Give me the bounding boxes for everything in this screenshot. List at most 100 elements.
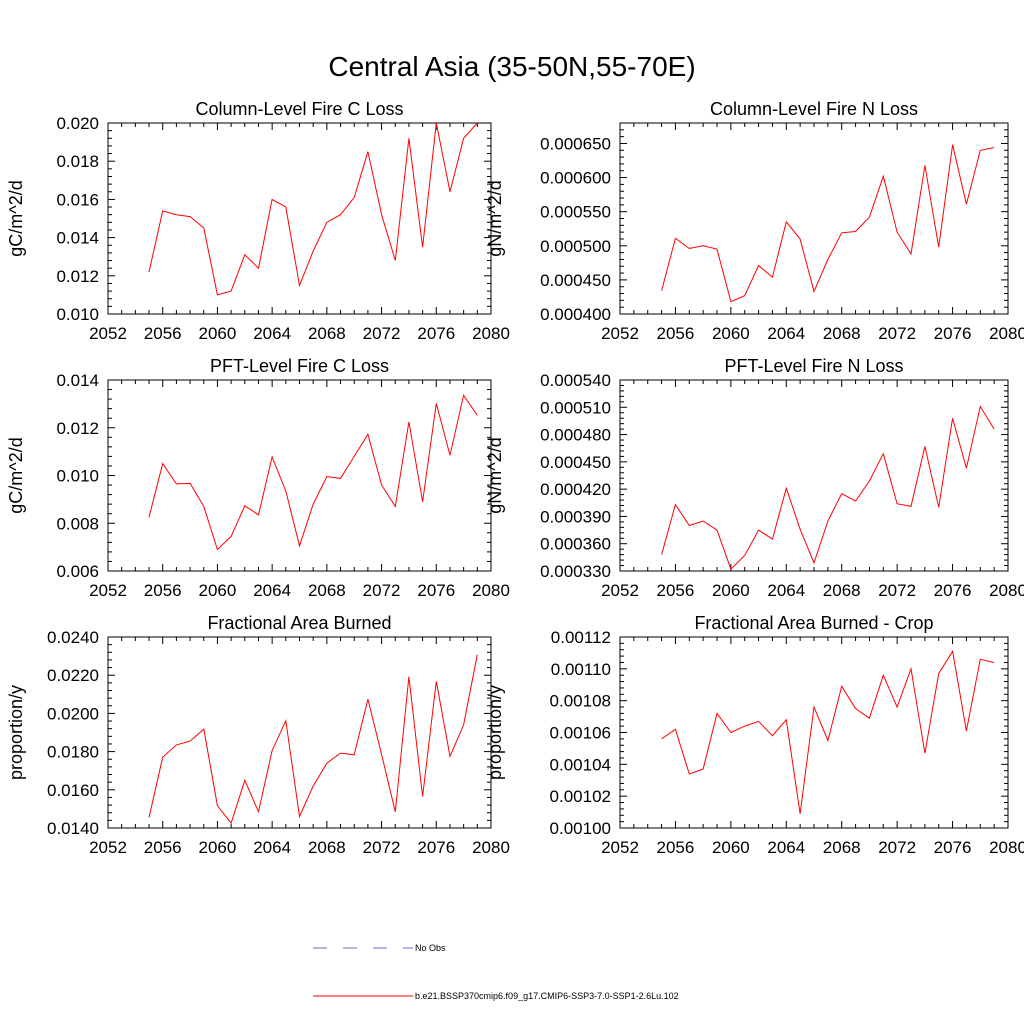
figure-title: Central Asia (35-50N,55-70E) — [328, 51, 695, 82]
x-tick-label: 2060 — [712, 581, 750, 600]
y-tick-label: 0.00110 — [551, 660, 611, 679]
chart-panels: Column-Level Fire C Loss gC/m^2/d 2052 2056… — [6, 99, 1024, 857]
x-tick-label: 2080 — [989, 838, 1024, 857]
y-tick-label: 0.0200 — [47, 704, 99, 723]
x-tick-label: 2072 — [878, 581, 916, 600]
y-tick-label: 0.008 — [56, 514, 99, 533]
y-axis-label: gN/m^2/d — [485, 437, 505, 513]
y-tick-label: 0.00108 — [550, 692, 611, 711]
y-tick-label: 0.012 — [56, 419, 99, 438]
x-tick-label: 2080 — [989, 581, 1024, 600]
panel-title: Column-Level Fire N Loss — [710, 99, 918, 119]
plot-frame — [107, 636, 492, 829]
series-line — [148, 654, 478, 825]
y-tick-label: 0.014 — [56, 371, 99, 390]
x-tick-label: 2064 — [253, 324, 291, 343]
x-tick-label: 2060 — [199, 324, 237, 343]
x-tick-label: 2056 — [144, 581, 182, 600]
panel-title: PFT-Level Fire C Loss — [210, 356, 389, 376]
chart-panel: Column-Level Fire N Loss gN/m^2/d 2052 2056… — [485, 99, 1024, 343]
x-tick-label: 2080 — [989, 324, 1024, 343]
panel-title: PFT-Level Fire N Loss — [724, 356, 903, 376]
y-tick-label: 0.010 — [56, 467, 99, 486]
series-line — [661, 144, 995, 303]
y-tick-label: 0.0140 — [47, 819, 99, 838]
y-tick-label: 0.014 — [56, 229, 99, 248]
x-tick-label: 2068 — [308, 324, 346, 343]
x-tick-label: 2056 — [144, 838, 182, 857]
y-tick-label: 0.000420 — [540, 480, 611, 499]
plot-frame — [619, 636, 1009, 829]
x-tick-label: 2052 — [89, 324, 127, 343]
x-tick-label: 2080 — [472, 324, 510, 343]
y-tick-label: 0.00104 — [550, 755, 611, 774]
x-tick-label: 2072 — [878, 838, 916, 857]
y-axis-label: gC/m^2/d — [6, 437, 26, 513]
y-tick-label: 0.0180 — [47, 743, 99, 762]
chart-panel: PFT-Level Fire C Loss gC/m^2/d 2052 2056 206… — [6, 356, 510, 600]
y-tick-label: 0.000450 — [540, 453, 611, 472]
y-tick-label: 0.000600 — [540, 169, 611, 188]
panel-title: Fractional Area Burned — [207, 613, 391, 633]
y-tick-label: 0.020 — [56, 114, 99, 133]
y-tick-label: 0.00112 — [551, 628, 611, 647]
x-tick-label: 2064 — [253, 838, 291, 857]
legend: No Obs b.e21.BSSP370cmip6.f09_g17.CMIP6-… — [313, 943, 679, 1001]
y-axis-label: proportion/y — [485, 685, 505, 780]
y-tick-label: 0.012 — [56, 267, 99, 286]
y-tick-label: 0.00100 — [550, 819, 611, 838]
chart-panel: Fractional Area Burned - Crop proportion/… — [485, 613, 1024, 857]
x-tick-label: 2060 — [712, 838, 750, 857]
y-axis-label: proportion/y — [6, 685, 26, 780]
x-tick-label: 2060 — [199, 581, 237, 600]
y-tick-label: 0.000400 — [540, 305, 611, 324]
x-tick-label: 2076 — [934, 324, 972, 343]
y-axis-label: gN/m^2/d — [485, 180, 505, 256]
series-line — [661, 649, 995, 814]
y-tick-label: 0.000550 — [540, 203, 611, 222]
y-tick-label: 0.0160 — [47, 781, 99, 800]
y-tick-label: 0.006 — [56, 562, 99, 581]
y-tick-label: 0.000480 — [540, 426, 611, 445]
panel-title: Column-Level Fire C Loss — [195, 99, 403, 119]
y-tick-label: 0.000650 — [540, 134, 611, 153]
x-tick-label: 2072 — [363, 838, 401, 857]
plot-frame — [107, 379, 492, 572]
x-tick-label: 2076 — [934, 581, 972, 600]
y-tick-label: 0.0220 — [47, 666, 99, 685]
y-tick-label: 0.000330 — [540, 562, 611, 581]
plot-frame — [619, 379, 1009, 572]
y-tick-label: 0.00102 — [550, 787, 611, 806]
x-tick-label: 2076 — [417, 324, 455, 343]
y-tick-label: 0.000500 — [540, 237, 611, 256]
x-tick-label: 2060 — [712, 324, 750, 343]
legend-obs-label: No Obs — [415, 943, 446, 953]
x-tick-label: 2076 — [934, 838, 972, 857]
x-tick-label: 2052 — [89, 838, 127, 857]
x-tick-label: 2064 — [767, 581, 805, 600]
legend-model-label: b.e21.BSSP370cmip6.f09_g17.CMIP6-SSP3-7.… — [415, 991, 679, 1001]
x-tick-label: 2052 — [601, 838, 639, 857]
y-tick-label: 0.00106 — [550, 724, 611, 743]
x-tick-label: 2056 — [657, 324, 695, 343]
y-tick-label: 0.000450 — [540, 271, 611, 290]
x-tick-label: 2068 — [823, 324, 861, 343]
x-tick-label: 2064 — [767, 838, 805, 857]
x-tick-label: 2056 — [657, 581, 695, 600]
x-tick-label: 2072 — [363, 581, 401, 600]
plot-frame — [619, 122, 1009, 315]
x-tick-label: 2052 — [601, 581, 639, 600]
x-tick-label: 2068 — [823, 838, 861, 857]
x-tick-label: 2080 — [472, 838, 510, 857]
x-tick-label: 2068 — [308, 581, 346, 600]
y-axis-label: gC/m^2/d — [6, 180, 26, 256]
x-tick-label: 2068 — [823, 581, 861, 600]
x-tick-label: 2052 — [89, 581, 127, 600]
y-tick-label: 0.018 — [56, 152, 99, 171]
x-tick-label: 2080 — [472, 581, 510, 600]
x-tick-label: 2068 — [308, 838, 346, 857]
chart-panel: Column-Level Fire C Loss gC/m^2/d 2052 2056… — [6, 99, 510, 343]
series-line — [148, 122, 478, 296]
x-tick-label: 2076 — [417, 581, 455, 600]
